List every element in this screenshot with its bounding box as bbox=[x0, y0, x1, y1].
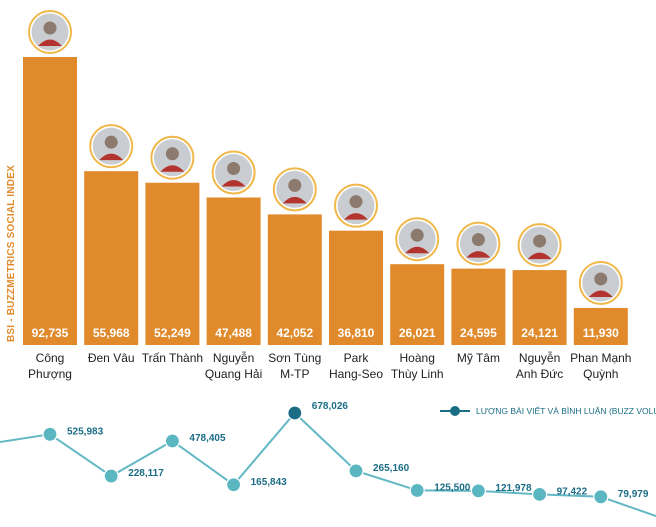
buzz-value-label: 478,405 bbox=[189, 433, 226, 444]
avatar-photo bbox=[150, 135, 195, 180]
buzz-point bbox=[470, 483, 486, 499]
bar-value-label: 55,968 bbox=[93, 326, 130, 340]
buzz-point bbox=[348, 463, 364, 479]
buzz-value-label: 79,979 bbox=[618, 489, 649, 500]
legend-label: LƯỢNG BÀI VIẾT VÀ BÌNH LUẬN (BUZZ VOLUME… bbox=[476, 406, 656, 416]
bar bbox=[329, 230, 383, 345]
avatar-photo bbox=[272, 167, 317, 212]
bar-value-label: 42,052 bbox=[276, 326, 313, 340]
legend-marker bbox=[440, 405, 470, 417]
bar-value-label: 24,595 bbox=[460, 326, 497, 340]
legend: LƯỢNG BÀI VIẾT VÀ BÌNH LUẬN (BUZZ VOLUME… bbox=[440, 403, 656, 419]
bar bbox=[84, 171, 139, 345]
category-label: Phan Mạnh Quỳnh bbox=[570, 351, 631, 381]
buzz-value-label: 165,843 bbox=[251, 477, 288, 488]
category-label: Nguyễn Quang Hải bbox=[205, 350, 262, 381]
buzz-volume-line bbox=[0, 411, 656, 517]
buzz-value-label: 125,500 bbox=[434, 482, 471, 493]
buzz-point bbox=[531, 486, 548, 502]
buzz-point bbox=[409, 482, 425, 499]
bar bbox=[512, 270, 567, 345]
avatar-photo bbox=[456, 221, 501, 266]
category-label: Park Hang-Seo bbox=[329, 351, 383, 381]
bar-value-label: 47,488 bbox=[215, 326, 252, 340]
buzz-value-label: 678,026 bbox=[312, 401, 349, 412]
buzz-point bbox=[593, 489, 609, 505]
avatar-photo bbox=[89, 124, 134, 169]
bar bbox=[23, 57, 77, 345]
buzz-value-label: 97,422 bbox=[557, 486, 588, 497]
bar-value-label: 11,930 bbox=[583, 326, 619, 340]
buzz-value-label: 228,117 bbox=[128, 468, 164, 479]
buzz-value-label: 121,978 bbox=[495, 483, 532, 494]
bar-value-label: 26,021 bbox=[399, 326, 436, 340]
bar bbox=[206, 197, 261, 345]
avatar-photo bbox=[28, 10, 72, 54]
bar bbox=[390, 264, 445, 345]
buzz-line-layer: 525,983 228,117 478,405 165,843 678,026 265,1… bbox=[0, 401, 656, 517]
bar bbox=[267, 214, 322, 345]
category-label: Sơn Tùng M-TP bbox=[268, 351, 321, 381]
buzz-point bbox=[287, 405, 303, 421]
bar bbox=[145, 182, 200, 345]
avatar-photo bbox=[395, 217, 440, 262]
bars-layer bbox=[23, 57, 628, 345]
bar bbox=[451, 268, 506, 345]
avatar-photo bbox=[211, 150, 256, 195]
category-label: Nguyễn Anh Đức bbox=[516, 350, 563, 381]
avatar-photo bbox=[334, 183, 378, 228]
category-label: Trấn Thành bbox=[142, 351, 203, 365]
avatar-photo bbox=[578, 260, 623, 305]
buzz-value-label: 525,983 bbox=[67, 426, 104, 437]
category-label: Mỹ Tâm bbox=[457, 351, 500, 365]
bar-value-label: 92,735 bbox=[32, 326, 69, 340]
buzz-point bbox=[42, 426, 58, 442]
y-axis-title: BSI - BUZZMETRICS SOCIAL INDEX bbox=[6, 165, 17, 342]
buzz-value-label: 265,160 bbox=[373, 463, 410, 474]
bar-value-label: 24,121 bbox=[521, 326, 558, 340]
avatars-layer bbox=[28, 10, 623, 305]
bar bbox=[573, 307, 628, 345]
avatar-photo bbox=[517, 223, 562, 268]
bar-value-label: 36,810 bbox=[338, 326, 375, 340]
bar-value-labels: 92,735 55,968 52,249 47,488 42,052 36,810 26,0… bbox=[32, 326, 619, 340]
buzz-point bbox=[103, 468, 119, 484]
category-label: Hoàng Thùy Linh bbox=[391, 351, 444, 381]
category-labels: Công Phượng Đen Vâu Trấn Thành Nguyễn Quang H… bbox=[28, 350, 631, 381]
bar-value-label: 52,249 bbox=[154, 326, 191, 340]
category-label: Đen Vâu bbox=[88, 351, 135, 365]
buzz-point bbox=[164, 433, 180, 449]
buzz-point bbox=[226, 477, 242, 493]
category-label: Công Phượng bbox=[28, 351, 72, 381]
